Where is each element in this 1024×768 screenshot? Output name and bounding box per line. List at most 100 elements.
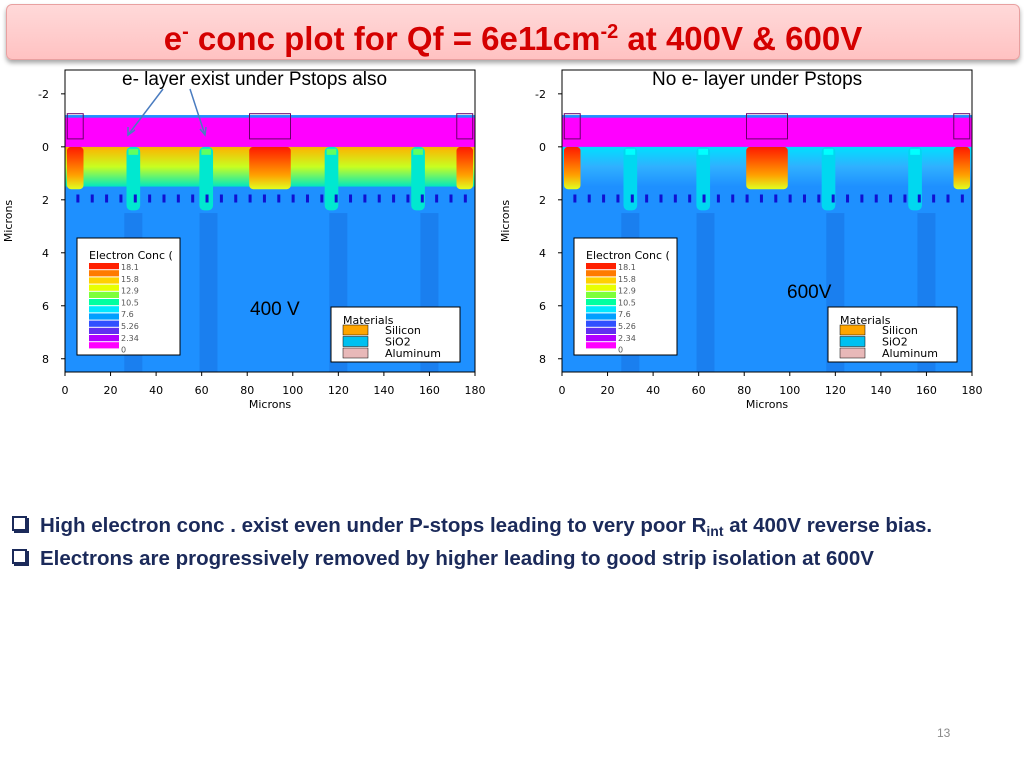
legend-value: 2.34 <box>618 334 636 343</box>
y-tick-label: 4 <box>42 247 49 260</box>
interface-dot <box>903 194 907 203</box>
interface-dot <box>334 194 338 203</box>
interface-dot <box>917 194 921 203</box>
x-tick-label: 0 <box>559 384 566 397</box>
interface-dot <box>659 194 663 203</box>
material-swatch <box>342 347 369 359</box>
pstop-column <box>908 146 922 211</box>
interface-dot <box>305 194 309 203</box>
material-swatch <box>342 324 369 336</box>
aluminum-contact <box>953 113 971 140</box>
plot-frame <box>561 69 973 373</box>
interface-dot <box>90 194 94 203</box>
strip-implant <box>564 146 581 190</box>
interface-dot <box>234 194 238 203</box>
legend-swatch <box>89 327 119 334</box>
aluminum-contact <box>746 113 788 140</box>
y-tick-label: 0 <box>539 141 546 154</box>
annotation-arrow <box>189 88 206 136</box>
interface-dot <box>716 194 720 203</box>
legend-swatch <box>586 327 616 334</box>
material-swatch <box>839 324 866 336</box>
material-name: Silicon <box>882 324 918 337</box>
interface-dot <box>449 194 453 203</box>
interface-dot <box>846 194 850 203</box>
legend-title: Electron Conc ( <box>89 249 173 262</box>
interface-dot <box>205 194 209 203</box>
bullet-1: High electron conc . exist even under P-… <box>12 510 1012 543</box>
legend-value: 2.34 <box>121 334 139 343</box>
legend-value: 0 <box>618 346 623 355</box>
aluminum-contact <box>563 113 581 140</box>
x-tick-label: 180 <box>962 384 983 397</box>
legend-swatch <box>89 284 119 291</box>
x-tick-label: 40 <box>646 384 660 397</box>
pstop-column <box>821 146 836 211</box>
bullet-2: Electrons are progressively removed by h… <box>12 543 1012 575</box>
interface-dot <box>435 194 439 203</box>
legend-swatch <box>89 277 119 284</box>
legend-swatch <box>586 270 616 277</box>
x-tick-label: 140 <box>870 384 891 397</box>
x-tick-label: 100 <box>779 384 800 397</box>
electron-conc-legend: Electron Conc (18.1 15.8 12.9 10.5 7.6 5.26 2.… <box>573 237 678 356</box>
interface-dot <box>76 194 80 203</box>
x-tick-label: 0 <box>62 384 69 397</box>
legend-swatch <box>586 313 616 320</box>
legend-value: 12.9 <box>618 287 636 296</box>
pstop-cap <box>128 148 139 155</box>
legend-value: 10.5 <box>121 298 139 307</box>
x-tick-label: 20 <box>601 384 615 397</box>
legend-swatch <box>89 342 119 349</box>
interface-dot <box>320 194 324 203</box>
legend-value: 10.5 <box>618 298 636 307</box>
x-tick-label: 120 <box>825 384 846 397</box>
pstop-cap <box>625 148 636 155</box>
legend-swatch <box>586 306 616 313</box>
legend-value: 15.8 <box>618 275 636 284</box>
interface-dot <box>802 194 806 203</box>
interface-dot <box>889 194 893 203</box>
legend-swatch <box>586 335 616 342</box>
legend-swatch <box>89 270 119 277</box>
materials-title: Materials <box>343 314 394 327</box>
legend-value: 5.26 <box>618 322 636 331</box>
interface-dot <box>874 194 878 203</box>
interface-dot <box>463 194 467 203</box>
interface-dot <box>702 194 706 203</box>
pstop-cap <box>823 148 834 155</box>
legend-title: Electron Conc ( <box>586 249 670 262</box>
x-tick-label: 20 <box>104 384 118 397</box>
strip-implant <box>67 146 84 190</box>
interface-dot <box>587 194 591 203</box>
pstop-cap <box>910 148 920 155</box>
legend-value: 0 <box>121 346 126 355</box>
pstop-column <box>199 146 214 211</box>
y-tick-label: 0 <box>42 141 49 154</box>
y-tick-label: 2 <box>42 194 49 207</box>
strip-implant <box>953 146 970 190</box>
interface-dot <box>745 194 749 203</box>
aluminum-contact <box>456 113 474 140</box>
plot-annotation: No e- layer under Pstops <box>652 69 863 90</box>
page-number: 13 <box>937 726 951 740</box>
legend-swatch <box>89 320 119 327</box>
annotation-arrow <box>127 88 164 136</box>
interface-dot <box>248 194 252 203</box>
legend-value: 7.6 <box>618 310 631 319</box>
legend-swatch <box>89 313 119 320</box>
x-tick-label: 160 <box>419 384 440 397</box>
legend-swatch <box>89 299 119 306</box>
interface-dot <box>673 194 677 203</box>
x-tick-label: 140 <box>373 384 394 397</box>
material-swatch <box>839 347 866 359</box>
aluminum-contact <box>249 113 291 140</box>
interface-dot <box>219 194 223 203</box>
interface-dot <box>191 194 195 203</box>
x-tick-label: 40 <box>149 384 163 397</box>
oxide-layer <box>562 117 972 147</box>
voltage-label: 400 V <box>250 299 300 320</box>
plot-400v: -2 0 2 4 6 8 Microns 0 20 40 60 80 100 120 140 160 180 Mi… <box>0 67 490 412</box>
material-name: SiO2 <box>882 336 908 349</box>
